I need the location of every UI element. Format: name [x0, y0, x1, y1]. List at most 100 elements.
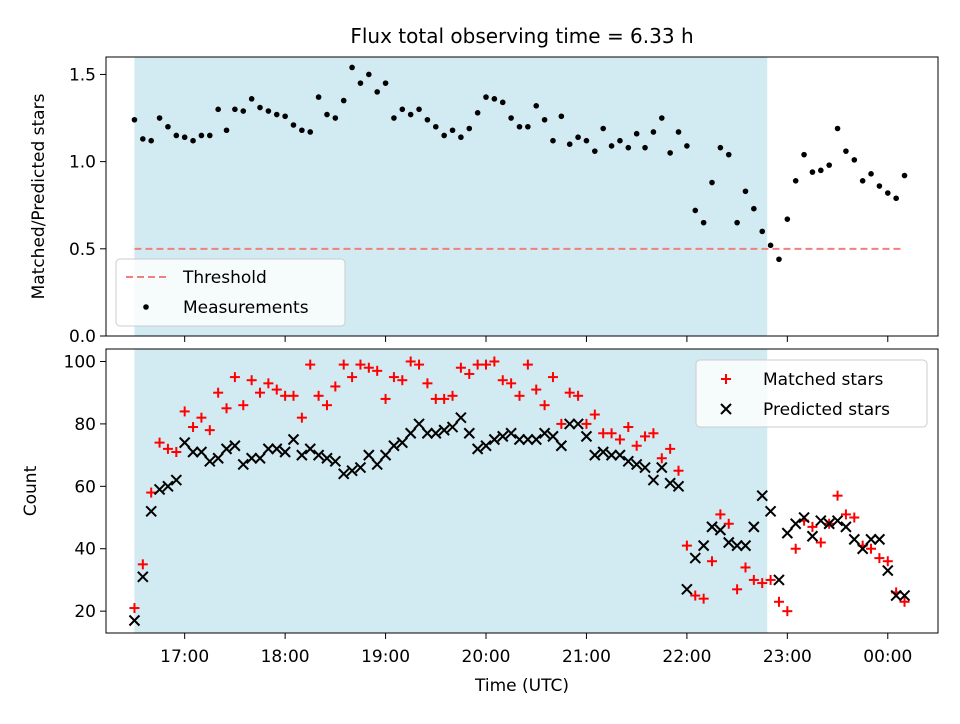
measurement-point: [399, 106, 406, 113]
measurement-point: [432, 123, 439, 130]
predicted-star-marker: [630, 458, 643, 471]
measurement-point: [366, 71, 372, 78]
matched-star-marker: [748, 574, 759, 585]
measurement-point: [173, 132, 180, 139]
predicted-star-marker: [396, 436, 409, 449]
measurement-point: [751, 205, 757, 212]
predicted-star-marker: [329, 455, 342, 468]
matched-star-marker: [807, 521, 818, 532]
measurement-point: [592, 148, 598, 154]
measurement-point: [240, 108, 247, 114]
top-series-layer: [131, 64, 908, 263]
measurement-point: [843, 148, 849, 154]
matched-star-marker: [246, 375, 257, 386]
measurement-point: [725, 151, 732, 158]
matched-star-marker: [129, 603, 140, 614]
measurement-point: [407, 111, 414, 118]
matched-star-marker: [196, 412, 207, 423]
x-tick-label: 22:00: [662, 647, 711, 667]
predicted-star-marker: [463, 427, 475, 439]
predicted-star-marker: [170, 474, 183, 486]
measurement-point: [700, 219, 707, 226]
measurement-point: [859, 178, 866, 184]
predicted-star-marker: [697, 539, 710, 552]
bottom-y-tick-label: 40: [74, 540, 96, 560]
predicted-star-marker: [312, 449, 325, 461]
matched-star-marker: [305, 359, 316, 370]
predicted-star-marker: [856, 543, 869, 555]
matched-star-marker: [757, 578, 768, 589]
matched-star-marker: [715, 509, 726, 520]
predicted-star-marker: [505, 427, 517, 439]
predicted-star-marker: [731, 539, 743, 552]
predicted-star-marker: [555, 440, 568, 452]
matched-star-marker: [154, 437, 165, 448]
measurement-point: [215, 106, 221, 113]
predicted-star-marker: [279, 446, 291, 458]
x-tick-label: 19:00: [361, 647, 410, 667]
matched-star-marker: [481, 359, 492, 370]
measurement-point: [776, 256, 782, 263]
measurement-point: [265, 108, 272, 114]
measurement-point: [391, 115, 397, 121]
matched-star-marker: [313, 390, 324, 401]
x-tick-label: 21:00: [562, 647, 611, 667]
measurement-point: [650, 129, 657, 135]
bottom-legend: Matched stars Predicted stars: [695, 359, 928, 428]
top-y-tick-label: 1.0: [69, 153, 96, 173]
measurement-point: [282, 113, 288, 120]
matched-star-marker: [866, 543, 877, 554]
predicted-star-marker: [421, 427, 434, 439]
matched-star-marker: [489, 356, 500, 367]
matched-star-marker: [455, 362, 466, 373]
predicted-star-marker: [304, 443, 316, 455]
predicted-star-marker: [580, 430, 593, 443]
predicted-star-marker: [321, 452, 333, 464]
predicted-star-marker: [371, 458, 383, 471]
measurement-point: [625, 144, 632, 151]
matched-star-marker: [380, 393, 391, 404]
matched-star-marker: [229, 372, 240, 383]
matched-star-marker: [765, 574, 776, 585]
matched-star-marker: [840, 509, 851, 520]
measurement-point: [784, 216, 791, 222]
matched-star-marker: [564, 387, 575, 398]
measurement-point: [834, 125, 841, 132]
matched-star-marker: [698, 593, 709, 604]
matched-legend-label: Matched stars: [763, 370, 883, 390]
predicted-star-marker: [840, 521, 852, 533]
matched-star-marker: [271, 384, 282, 395]
top-legend-box: [115, 258, 346, 327]
measurement-point: [340, 97, 347, 104]
measurement-point: [583, 137, 590, 144]
x-tick-label: 20:00: [462, 647, 511, 667]
predicted-star-marker: [287, 433, 300, 446]
predicted-star-marker: [798, 511, 810, 524]
predicted-star-marker: [564, 418, 576, 430]
predicted-star-marker: [639, 461, 651, 474]
measurement-point: [884, 190, 891, 196]
measurement-point: [357, 80, 364, 86]
measurement-point: [491, 96, 498, 102]
matched-star-marker: [330, 381, 341, 392]
predicted-star-marker: [438, 424, 450, 436]
measurement-point: [257, 104, 263, 111]
predicted-star-marker: [296, 449, 308, 461]
x-tick-label: 00:00: [863, 647, 912, 667]
matched-star-marker: [388, 372, 399, 383]
predicted-star-marker: [890, 589, 902, 602]
chart-title: Flux total observing time = 6.33 h: [350, 24, 693, 48]
measurement-point: [232, 106, 238, 113]
measurement-point: [617, 137, 623, 144]
matched-star-marker: [347, 372, 358, 383]
measurement-point: [759, 228, 766, 235]
predicted-star-marker: [488, 433, 501, 446]
measurement-point: [449, 127, 456, 134]
matched-star-marker: [472, 359, 483, 370]
matched-star-marker: [355, 359, 366, 370]
measurement-point: [165, 123, 171, 130]
predicted-star-marker: [689, 552, 701, 564]
measurement-point: [474, 110, 481, 116]
matched-star-marker: [430, 393, 441, 404]
